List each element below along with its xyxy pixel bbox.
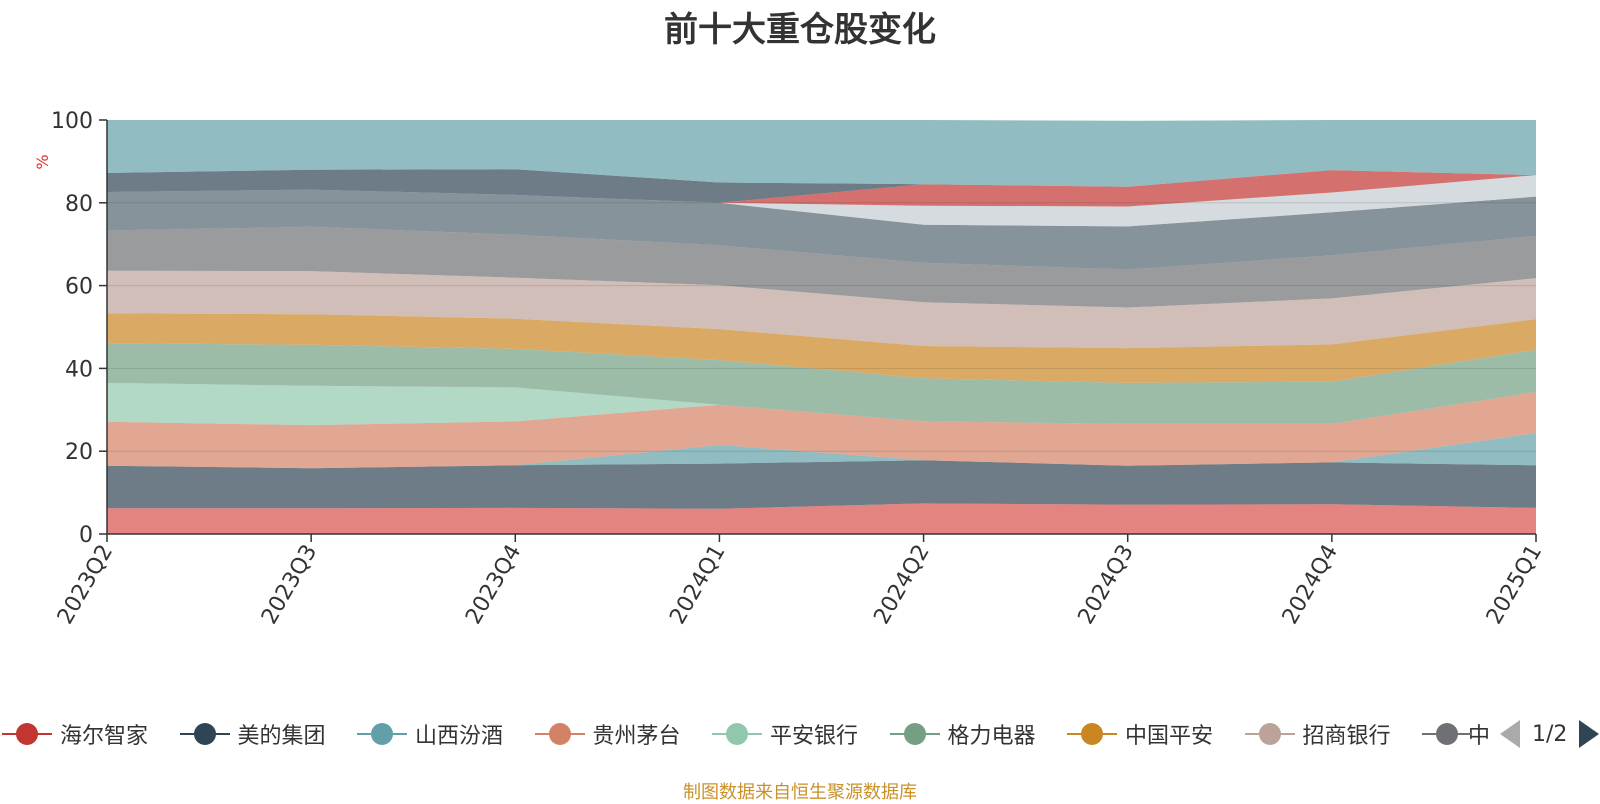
y-tick-label: 60 — [65, 275, 93, 300]
x-tick-label: 2023Q3 — [257, 541, 322, 629]
legend-swatch-icon — [1422, 716, 1472, 752]
x-tick-label: 2023Q4 — [461, 541, 526, 629]
legend-next-page-icon[interactable] — [1579, 720, 1600, 748]
area-series-group — [107, 120, 1536, 534]
x-tick-label: 2024Q1 — [665, 541, 730, 629]
legend-item[interactable]: 美的集团 — [179, 716, 326, 752]
legend-prev-page-icon[interactable] — [1500, 720, 1520, 748]
y-tick-label: 0 — [79, 523, 93, 548]
area-series-8 — [107, 270, 1536, 349]
legend-label: 格力电器 — [947, 724, 1036, 749]
y-axis-labels: 0 20 40 60 80 100 — [51, 109, 93, 548]
legend-label: 美的集团 — [237, 724, 326, 749]
legend-item[interactable]: 山西汾酒 — [357, 716, 503, 752]
legend-item[interactable]: 平安银行 — [712, 716, 858, 752]
area-series-12 — [107, 170, 1536, 207]
legend-item[interactable]: 海尔智家 — [2, 716, 148, 752]
gridlines — [107, 202, 1536, 452]
legend-item[interactable]: 中 — [1422, 716, 1490, 752]
legend-swatch-icon — [1244, 716, 1295, 752]
x-axis-labels: 2023Q2 2023Q3 2023Q4 2024Q1 2024Q2 2024Q3 2024… — [53, 541, 1547, 629]
area-series-1 — [107, 503, 1536, 534]
area-series-4 — [107, 392, 1536, 469]
legend-label: 中 — [1467, 724, 1490, 749]
x-tick-label: 2024Q4 — [1278, 541, 1343, 629]
legend-item[interactable]: 中国平安 — [1067, 716, 1213, 752]
legend-pager: 1/2 — [1500, 716, 1600, 752]
y-tick-label: 100 — [51, 109, 93, 134]
legend: 海尔智家 美的集团 山西汾酒 贵州茅台 平安银行 格力电器 中国平安 招商银行 中 — [0, 716, 1600, 752]
legend-swatch-icon — [357, 716, 407, 752]
x-tick-label: 2024Q2 — [869, 541, 934, 629]
axes — [99, 119, 1537, 542]
legend-swatch-icon — [1067, 716, 1117, 752]
x-tick-label: 2025Q1 — [1482, 541, 1547, 629]
area-series-10 — [107, 189, 1536, 270]
legend-item[interactable]: 格力电器 — [889, 716, 1036, 752]
area-series-13 — [107, 169, 1536, 203]
legend-item[interactable]: 招商银行 — [1244, 716, 1391, 752]
area-series-14 — [107, 120, 1536, 187]
y-tick-label: 40 — [65, 357, 93, 382]
y-axis-unit: % — [33, 154, 52, 169]
legend-label: 山西汾酒 — [415, 724, 504, 749]
chart-title: 前十大重仓股变化 — [664, 10, 936, 50]
area-series-5 — [107, 382, 1536, 426]
legend-item[interactable]: 贵州茅台 — [534, 716, 681, 752]
legend-swatch-icon — [179, 716, 230, 752]
source-footnote: 制图数据来自恒生聚源数据库 — [683, 782, 917, 803]
legend-swatch-icon — [2, 716, 52, 752]
legend-swatch-icon — [889, 716, 940, 752]
x-tick-label: 2024Q3 — [1074, 541, 1139, 629]
y-tick-label: 20 — [65, 440, 93, 465]
area-series-7 — [107, 313, 1536, 383]
legend-label: 平安银行 — [770, 724, 859, 749]
area-series-3 — [107, 433, 1536, 469]
legend-label: 中国平安 — [1125, 724, 1214, 749]
area-series-11 — [107, 175, 1536, 227]
legend-swatch-icon — [534, 716, 585, 752]
legend-label: 招商银行 — [1302, 724, 1391, 749]
legend-label: 海尔智家 — [60, 724, 149, 749]
area-series-2 — [107, 460, 1536, 509]
y-tick-label: 80 — [65, 192, 93, 217]
x-tick-label: 2023Q2 — [53, 541, 118, 629]
legend-swatch-icon — [712, 716, 762, 752]
area-series-6 — [107, 343, 1536, 424]
legend-label: 贵州茅台 — [592, 724, 681, 749]
legend-page-indicator: 1/2 — [1532, 721, 1568, 747]
area-series-9 — [107, 226, 1536, 308]
